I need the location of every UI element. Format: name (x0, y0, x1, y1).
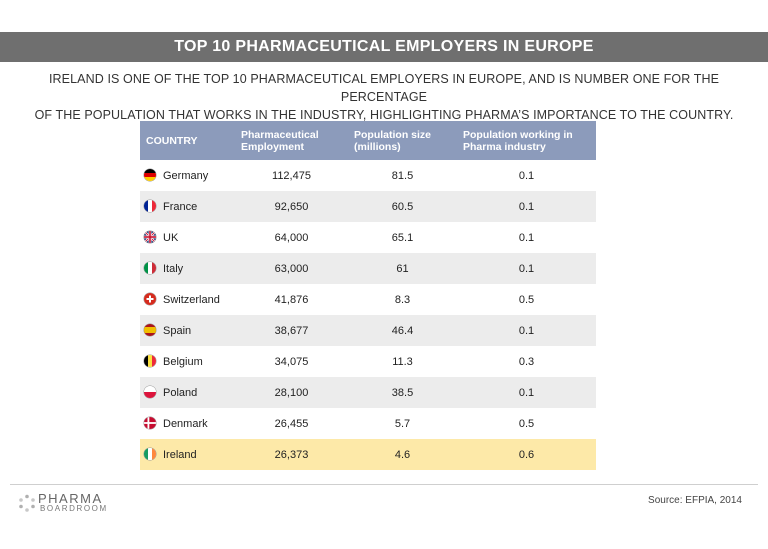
france-flag-icon (144, 200, 156, 212)
table-row: Belgium 34,075 11.3 0.3 (140, 346, 596, 377)
country-name: France (163, 201, 198, 213)
header-employment: Pharmaceutical Employment (235, 121, 348, 160)
header-population: Population size (millions) (348, 121, 457, 160)
cell-country: Italy (140, 253, 235, 284)
cell-pct-working: 0.5 (518, 417, 535, 430)
cell-employment: 34,075 (274, 355, 309, 368)
cell-population: 11.3 (392, 355, 413, 368)
cell-country: Belgium (140, 346, 235, 377)
ireland-flag-icon (144, 448, 156, 460)
header-country: COUNTRY (140, 121, 235, 160)
cell-pct-working: 0.1 (457, 191, 596, 222)
table-row: Germany 112,475 81.5 0.1 (140, 160, 596, 191)
cell-employment: 63,000 (235, 253, 348, 284)
table-row: Switzerland 41,876 8.3 0.5 (140, 284, 596, 315)
cell-country: Poland (140, 377, 235, 408)
cell-pct-working: 0.6 (457, 439, 596, 470)
cell-population: 5.7 (394, 417, 411, 430)
cell-employment: 26,373 (235, 439, 348, 470)
cell-country: Denmark (140, 408, 235, 439)
cell-employment: 28,100 (235, 377, 348, 408)
country-name: UK (163, 232, 179, 244)
cell-pct-working: 0.5 (518, 293, 535, 306)
country-name: Denmark (163, 418, 208, 430)
cell-population: 8.3 (394, 293, 411, 306)
employers-table: COUNTRY Pharmaceutical Employment Popula… (140, 121, 596, 470)
cell-population: 4.6 (348, 439, 457, 470)
page-subtitle: IRELAND IS ONE OF THE TOP 10 PHARMACEUTI… (10, 70, 758, 124)
cell-country: Germany (140, 160, 235, 191)
country-name: Germany (163, 170, 209, 182)
header-pct-working: Population working in Pharma industry (457, 121, 596, 160)
cell-pct-working: 0.3 (518, 355, 535, 368)
country-name: Ireland (163, 449, 197, 461)
cell-pct-working: 0.1 (518, 231, 535, 244)
table-body: Germany 112,475 81.5 0.1 France 92,650 60.5 0.1… (140, 160, 596, 470)
table-row: UK 64,000 65.1 0.1 (140, 222, 596, 253)
cell-country: Spain (140, 315, 235, 346)
cell-employment: 92,650 (235, 191, 348, 222)
cell-country: France (140, 191, 235, 222)
cell-country: Switzerland (140, 284, 235, 315)
cell-employment: 112,475 (272, 169, 311, 182)
cell-employment: 26,455 (274, 417, 309, 430)
germany-flag-icon (144, 169, 156, 181)
cell-pct-working: 0.1 (457, 377, 596, 408)
subtitle-line-2: OF THE POPULATION THAT WORKS IN THE INDU… (34, 108, 734, 122)
table-row: Ireland 26,373 4.6 0.6 (140, 439, 596, 470)
cell-country: Ireland (140, 439, 235, 470)
page-title: TOP 10 PHARMACEUTICAL EMPLOYERS IN EUROP… (0, 32, 768, 62)
subtitle-line-1: IRELAND IS ONE OF THE TOP 10 PHARMACEUTI… (48, 72, 720, 104)
table-row: Poland 28,100 38.5 0.1 (140, 377, 596, 408)
belgium-flag-icon (144, 355, 156, 367)
poland-flag-icon (144, 386, 156, 398)
table-row: France 92,650 60.5 0.1 (140, 191, 596, 222)
cell-population: 81.5 (391, 169, 414, 182)
country-name: Spain (163, 325, 192, 337)
cell-employment: 41,876 (274, 293, 309, 306)
cell-country: UK (140, 222, 235, 253)
table-row: Spain 38,677 46.4 0.1 (140, 315, 596, 346)
logo-text-bottom: BOARDROOM (40, 504, 108, 513)
denmark-flag-icon (144, 417, 156, 429)
cell-population: 46.4 (348, 315, 457, 346)
cell-pct-working: 0.1 (457, 315, 596, 346)
uk-flag-icon (144, 231, 156, 243)
italy-flag-icon (144, 262, 156, 274)
country-name: Italy (163, 263, 184, 275)
spain-flag-icon (144, 324, 156, 336)
cell-population: 38.5 (348, 377, 457, 408)
country-name: Switzerland (163, 294, 220, 306)
cell-pct-working: 0.1 (457, 253, 596, 284)
source-note: Source: EFPIA, 2014 (648, 495, 742, 506)
logo-text-top: PHARMA (38, 491, 103, 506)
table-row: Italy 63,000 61 0.1 (140, 253, 596, 284)
footer-divider (10, 484, 758, 485)
cell-population: 61 (348, 253, 457, 284)
country-name: Belgium (163, 356, 203, 368)
table-header-row: COUNTRY Pharmaceutical Employment Popula… (140, 121, 596, 160)
logo-icon (19, 494, 35, 512)
cell-population: 60.5 (348, 191, 457, 222)
cell-pct-working: 0.1 (518, 169, 535, 182)
cell-population: 65.1 (391, 231, 414, 244)
cell-employment: 64,000 (274, 231, 309, 244)
country-name: Poland (163, 387, 198, 399)
switzerland-flag-icon (144, 293, 156, 305)
cell-employment: 38,677 (235, 315, 348, 346)
table-row: Denmark 26,455 5.7 0.5 (140, 408, 596, 439)
